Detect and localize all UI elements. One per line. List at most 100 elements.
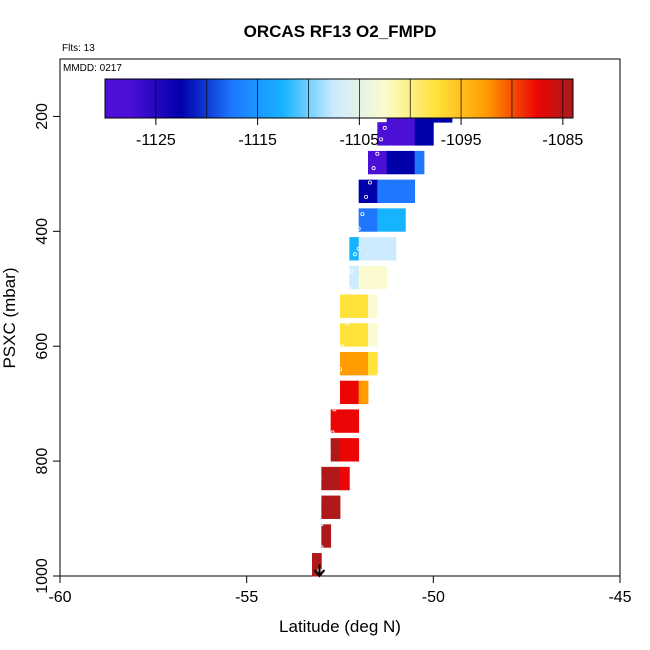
data-cell (396, 208, 406, 232)
colorbar-step (308, 79, 312, 118)
colorbar-step (552, 79, 556, 118)
colorbar-step (392, 79, 396, 118)
colorbar-step (331, 79, 335, 118)
colorbar-step (468, 79, 472, 118)
data-cell (386, 150, 397, 175)
colorbar-step (382, 79, 386, 118)
colorbar-step (176, 79, 180, 118)
data-cell (377, 179, 388, 204)
colorbar-step (239, 79, 243, 118)
colorbar-step (410, 79, 414, 118)
flights-note: Flts: 13 (62, 43, 95, 54)
track-point (334, 384, 339, 389)
colorbar-step (122, 79, 126, 118)
data-cell (349, 380, 360, 405)
colorbar-step (153, 79, 157, 118)
data-cell (377, 237, 388, 261)
colorbar-step (557, 79, 561, 118)
colorbar-step (181, 79, 185, 118)
colorbar-step (534, 79, 538, 118)
y-tick-label: 800 (34, 448, 51, 475)
colorbar-step (514, 79, 518, 118)
data-cell (340, 294, 350, 318)
colorbar-step (229, 79, 233, 118)
colorbar-step (443, 79, 447, 118)
colorbar-step (110, 79, 114, 118)
data-cell (358, 294, 369, 318)
colorbar-tick-label: -1115 (238, 132, 277, 149)
data-cell (349, 237, 360, 261)
colorbar-step (511, 79, 515, 118)
data-cell (368, 150, 378, 175)
date-note: MMDD: 0217 (63, 63, 122, 74)
colorbar-step (555, 79, 559, 118)
colorbar-step (425, 79, 429, 118)
colorbar-step (150, 79, 154, 118)
colorbar-step (148, 79, 152, 118)
colorbar-step (506, 79, 510, 118)
data-cell (358, 265, 369, 290)
colorbar-step (183, 79, 187, 118)
colorbar-step (456, 79, 460, 118)
data-cell (358, 380, 369, 405)
colorbar-step (445, 79, 449, 118)
track-point (317, 476, 322, 481)
colorbar-step (204, 79, 208, 118)
data-cell (396, 179, 406, 204)
track-point (319, 545, 324, 550)
colorbar-step (481, 79, 485, 118)
data-cell (349, 409, 360, 433)
data-cell (358, 351, 369, 376)
colorbar-step (422, 79, 426, 118)
colorbar-step (166, 79, 170, 118)
colorbar-step (387, 79, 391, 118)
colorbar-step (369, 79, 373, 118)
x-tick-label: -50 (422, 589, 445, 606)
data-cell (358, 208, 369, 232)
colorbar-step (517, 79, 521, 118)
track-point (345, 321, 350, 326)
colorbar-step (244, 79, 248, 118)
data-cell (396, 122, 406, 146)
data-cell (386, 179, 397, 204)
colorbar-step (494, 79, 498, 118)
colorbar-step (252, 79, 256, 118)
colorbar-step (430, 79, 434, 118)
data-cell (377, 265, 388, 290)
colorbar-step (214, 79, 218, 118)
colorbar-step (461, 79, 465, 118)
colorbar-step (130, 79, 134, 118)
colorbar-step (160, 79, 164, 118)
colorbar-step (163, 79, 167, 118)
track-point (371, 166, 376, 171)
track-point (347, 286, 352, 291)
colorbar-step (260, 79, 264, 118)
track-point (352, 252, 357, 257)
colorbar-step (491, 79, 495, 118)
colorbar-step (562, 79, 566, 118)
colorbar-step (356, 79, 360, 118)
y-tick-label: 1000 (34, 558, 51, 594)
data-cell (358, 323, 369, 347)
track-point (337, 367, 342, 372)
colorbar-step (227, 79, 231, 118)
colorbar-step (186, 79, 190, 118)
colorbar-step (222, 79, 226, 118)
colorbar-step (519, 79, 523, 118)
track-point (339, 344, 344, 349)
data-cell (330, 409, 341, 433)
colorbar-step (199, 79, 203, 118)
colorbar-step (135, 79, 139, 118)
track-point (317, 496, 322, 501)
colorbar-step (318, 79, 322, 118)
colorbar-step (125, 79, 129, 118)
colorbar-step (532, 79, 536, 118)
data-cell (340, 438, 350, 462)
colorbar-step (326, 79, 330, 118)
colorbar-step (328, 79, 332, 118)
colorbar-step (570, 79, 574, 118)
colorbar-step (171, 79, 175, 118)
data-cell (386, 208, 397, 232)
data-cell (396, 150, 406, 175)
data-cell (358, 179, 369, 204)
